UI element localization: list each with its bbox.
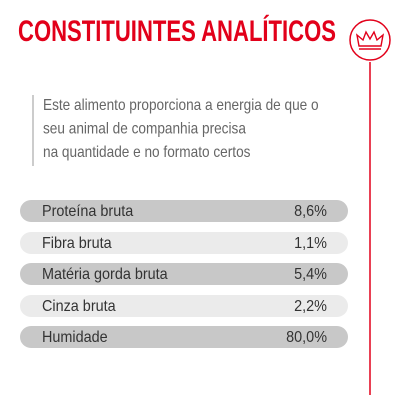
row-label: Fibra bruta [42, 235, 112, 253]
table-row: Cinza bruta 2,2% [20, 295, 348, 317]
row-label-group: Fibra bruta [42, 235, 112, 253]
table-row: Fibra bruta 1,1% [20, 232, 348, 254]
table-row: Humidade 80,0% [20, 326, 348, 348]
intro-line: seu animal de companhia precisa [43, 121, 247, 138]
row-value-group: 8,6% [294, 203, 327, 221]
intro: Este alimento proporciona a energia de q… [43, 97, 319, 161]
table: Proteína bruta 8,6% Fibra bruta 1,1% Matéria… [20, 200, 348, 348]
intro-line: Este alimento proporciona a energia de q… [43, 97, 319, 114]
row-label: Matéria gorda bruta [42, 266, 168, 284]
title: CONSTITUINTES ANALÍTICOS [18, 14, 336, 48]
row-background [20, 295, 348, 317]
row-label-group: Humidade [42, 329, 108, 347]
row-value-group: 5,4% [294, 266, 327, 284]
row-background [20, 232, 348, 254]
row-background [20, 263, 348, 285]
row-label-group: Cinza bruta [42, 298, 116, 316]
row-value: 80,0% [286, 329, 327, 347]
row-value-group: 80,0% [286, 329, 327, 347]
row-value-group: 2,2% [294, 298, 327, 316]
row-value: 1,1% [294, 235, 327, 253]
row-label-group: Proteína bruta [42, 203, 134, 221]
row-background [20, 326, 348, 348]
table-row: Matéria gorda bruta 5,4% [20, 263, 348, 285]
row-value-group: 1,1% [294, 235, 327, 253]
row-value: 2,2% [294, 298, 327, 316]
row-label-group: Matéria gorda bruta [42, 266, 168, 284]
logo-ring [349, 19, 391, 61]
table-row: Proteína bruta 8,6% [20, 200, 348, 222]
row-value: 8,6% [294, 203, 327, 221]
row-label: Cinza bruta [42, 298, 116, 316]
row-background [20, 200, 348, 222]
row-value: 5,4% [294, 266, 327, 284]
intro-line: na quantidade e no formato certos [43, 144, 250, 161]
logo [349, 19, 391, 61]
row-label: Proteína bruta [42, 203, 134, 221]
crown [355, 30, 385, 47]
row-label: Humidade [42, 329, 108, 347]
